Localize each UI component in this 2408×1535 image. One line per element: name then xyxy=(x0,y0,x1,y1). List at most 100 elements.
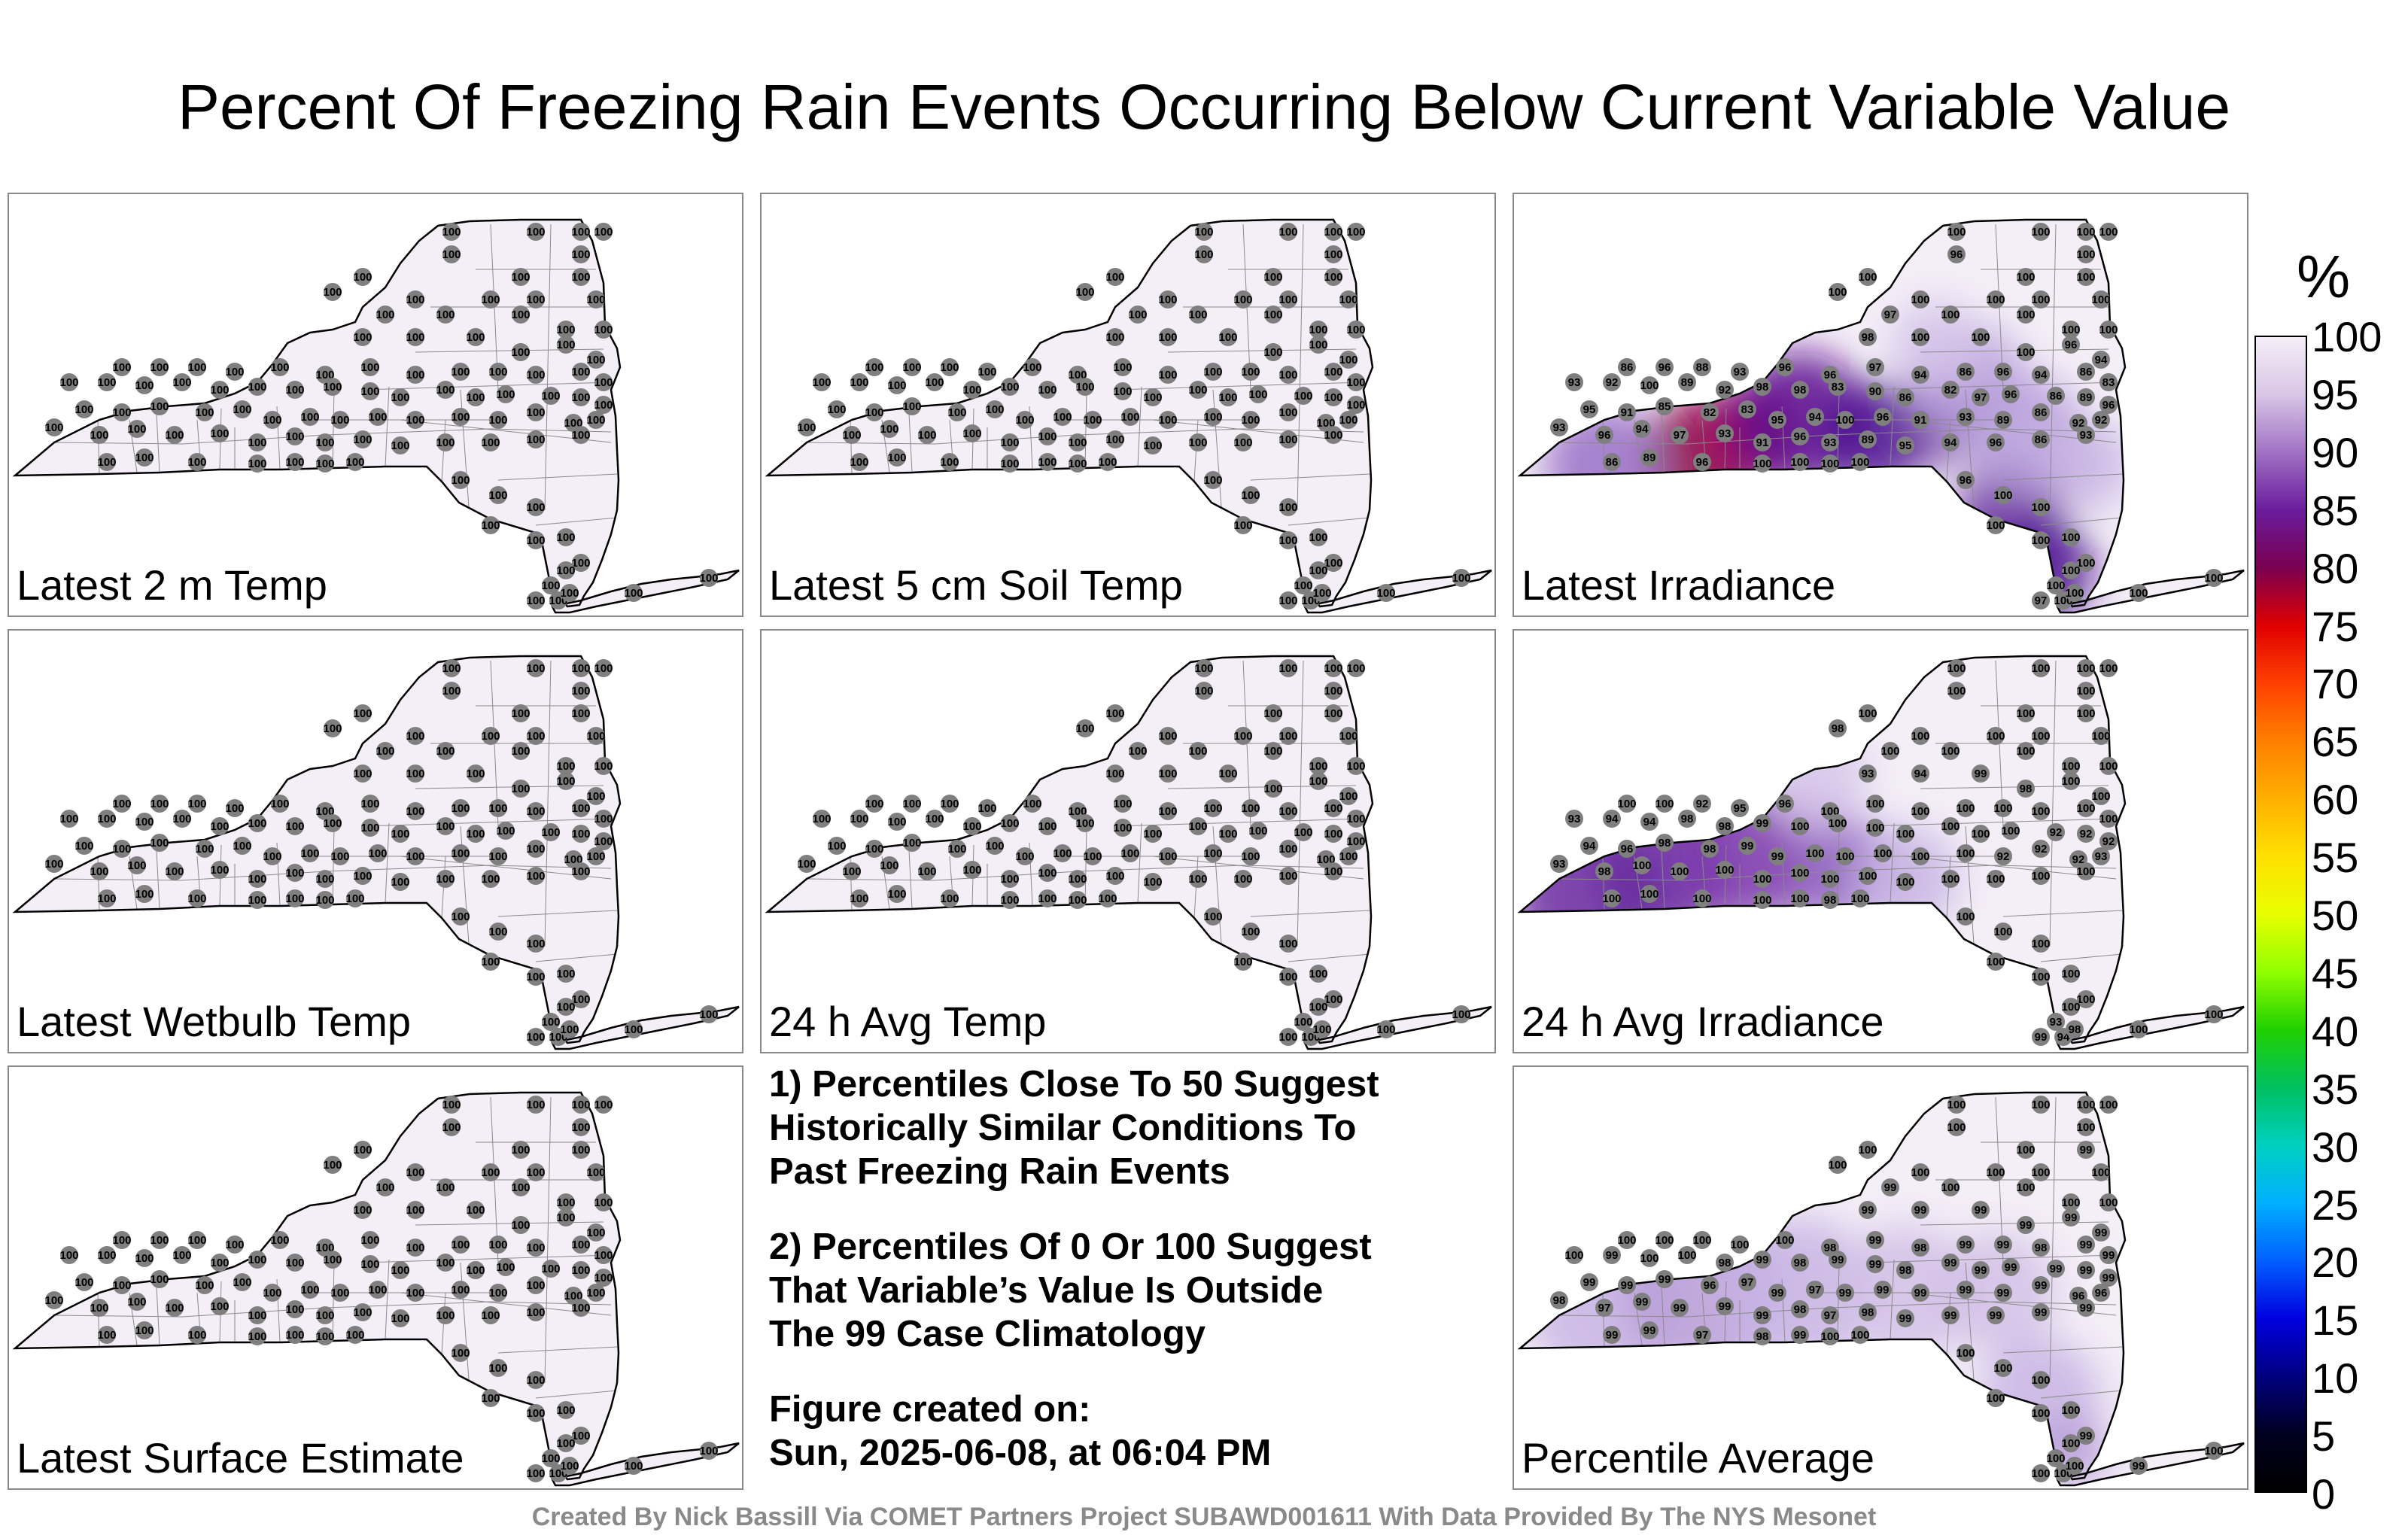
station-marker: 98 xyxy=(1791,1300,1809,1318)
station-value: 92 xyxy=(2102,835,2115,848)
station-marker: 94 xyxy=(1911,764,1929,783)
station-marker: 99 xyxy=(2077,1261,2095,1279)
station-value: 100 xyxy=(2031,730,2050,743)
station-marker: 100 xyxy=(1278,659,1298,677)
station-marker: 100 xyxy=(442,223,461,241)
station-marker: 100 xyxy=(353,1141,372,1159)
station-value: 100 xyxy=(315,457,334,470)
station-marker: 100 xyxy=(315,870,335,888)
station-value: 100 xyxy=(1241,366,1260,378)
station-marker: 100 xyxy=(571,799,591,817)
station-marker: 100 xyxy=(1339,351,1358,369)
station-marker: 100 xyxy=(1986,953,2005,971)
panel-label: 24 h Avg Irradiance xyxy=(1522,998,1884,1045)
station-marker: 100 xyxy=(1068,454,1087,473)
station-value: 96 xyxy=(1696,456,1709,469)
station-value: 100 xyxy=(1068,894,1087,907)
station-value: 99 xyxy=(1839,1287,1852,1299)
station-marker: 100 xyxy=(2031,290,2051,309)
station-marker: 100 xyxy=(880,420,899,438)
station-marker: 100 xyxy=(2016,268,2036,286)
station-marker: 100 xyxy=(594,757,613,775)
station-marker: 100 xyxy=(195,403,214,421)
station-marker: 100 xyxy=(1218,388,1238,406)
station-marker: 99 xyxy=(2032,1276,2050,1294)
station-marker: 98 xyxy=(2032,1239,2050,1257)
station-value: 100 xyxy=(375,309,394,321)
station-marker: 100 xyxy=(481,1389,500,1407)
map-panel-4: 100 100 100 100 100 100 100 100 100 100 100 100 100 1… xyxy=(8,629,743,1053)
station-marker: 100 xyxy=(1128,305,1148,324)
station-marker: 98 xyxy=(1753,1327,1771,1345)
station-marker: 100 xyxy=(2204,569,2224,587)
station-marker: 98 xyxy=(1753,378,1771,396)
station-value: 100 xyxy=(248,436,266,449)
station-marker: 100 xyxy=(1820,870,1840,888)
station-value: 92 xyxy=(1696,798,1709,810)
station-value: 97 xyxy=(1741,1276,1754,1289)
station-marker: 100 xyxy=(1753,870,1772,888)
station-marker: 100 xyxy=(442,1118,461,1136)
station-value: 100 xyxy=(1896,876,1914,889)
station-marker: 100 xyxy=(541,1260,561,1278)
station-marker: 100 xyxy=(1015,847,1035,865)
station-marker: 100 xyxy=(1339,411,1358,429)
station-marker: 100 xyxy=(1000,814,1020,832)
station-value: 97 xyxy=(1598,1302,1611,1315)
station-marker: 100 xyxy=(127,856,147,874)
station-marker: 100 xyxy=(135,1249,154,1267)
station-value: 100 xyxy=(187,456,206,469)
station-marker: 100 xyxy=(827,400,847,418)
station-value: 100 xyxy=(511,707,530,720)
station-value: 100 xyxy=(112,361,131,374)
station-marker: 100 xyxy=(1947,1096,1966,1114)
station-value: 100 xyxy=(2091,790,2110,803)
station-marker: 100 xyxy=(2076,862,2096,880)
station-marker: 100 xyxy=(225,1236,245,1254)
station-value: 100 xyxy=(135,451,154,464)
station-marker: 100 xyxy=(442,659,461,677)
station-value: 100 xyxy=(406,730,424,743)
station-value: 99 xyxy=(1869,1258,1882,1271)
station-value: 100 xyxy=(345,456,364,469)
station-value: 99 xyxy=(2050,1263,2063,1275)
station-value: 100 xyxy=(1339,850,1358,863)
station-marker: 100 xyxy=(511,1141,531,1159)
station-value: 100 xyxy=(300,411,319,424)
station-value: 100 xyxy=(1956,847,1975,860)
station-marker: 93 xyxy=(1956,408,1975,426)
station-marker: 99 xyxy=(1768,847,1786,865)
station-value: 100 xyxy=(481,293,500,306)
station-value: 99 xyxy=(1583,1276,1596,1289)
station-marker: 100 xyxy=(1015,411,1035,429)
station-marker: 100 xyxy=(90,862,109,880)
station-marker: 100 xyxy=(1346,659,1366,677)
station-marker: 100 xyxy=(74,837,94,855)
station-marker: 100 xyxy=(902,358,922,376)
station-marker: 100 xyxy=(2016,1178,2036,1196)
station-marker: 100 xyxy=(1105,268,1125,286)
station-marker: 94 xyxy=(1806,408,1824,426)
station-marker: 100 xyxy=(488,363,508,381)
station-value: 100 xyxy=(2099,324,2118,336)
station-marker: 98 xyxy=(1550,1291,1568,1309)
station-marker: 100 xyxy=(571,1236,591,1254)
station-marker: 100 xyxy=(2099,1193,2118,1211)
station-value: 100 xyxy=(466,828,485,840)
station-value: 100 xyxy=(488,414,507,427)
station-value: 100 xyxy=(1278,730,1297,743)
station-value: 100 xyxy=(270,798,289,810)
station-value: 92 xyxy=(2072,853,2085,866)
station-marker: 100 xyxy=(571,1427,591,1445)
station-marker: 98 xyxy=(1896,1261,1914,1279)
station-value: 100 xyxy=(827,403,846,416)
station-marker: 100 xyxy=(285,453,305,471)
station-marker: 100 xyxy=(248,1251,267,1269)
station-value: 100 xyxy=(2031,293,2050,306)
station-value: 100 xyxy=(74,1276,93,1289)
footer-credit: Created By Nick Bassill Via COMET Partne… xyxy=(531,1503,1877,1531)
station-value: 82 xyxy=(1944,384,1957,397)
station-marker: 98 xyxy=(1859,328,1877,346)
station-marker: 100 xyxy=(270,1231,290,1249)
station-marker: 100 xyxy=(345,453,365,471)
